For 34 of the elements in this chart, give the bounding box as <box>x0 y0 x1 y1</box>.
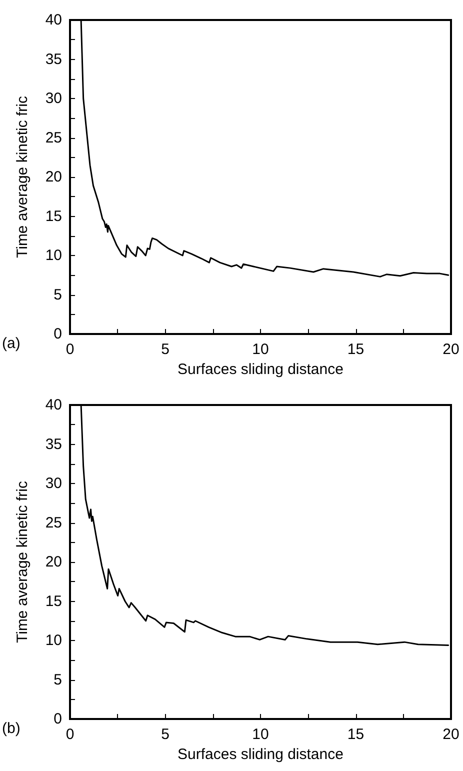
y-tick-label: 0 <box>54 326 62 342</box>
y-tick-label: 25 <box>45 514 62 532</box>
y-tick-label: 25 <box>45 129 62 146</box>
y-axis-title: Time average kinetic fric <box>14 96 31 258</box>
y-tick-label: 10 <box>45 632 62 649</box>
y-tick-label: 20 <box>45 168 62 186</box>
y-tick-label: 30 <box>45 90 62 107</box>
y-tick-label: 20 <box>45 554 62 570</box>
x-tick-label: 20 <box>442 726 460 743</box>
x-tick-label: 10 <box>252 726 269 743</box>
x-tick-label: 0 <box>66 726 74 743</box>
y-tick-label: 15 <box>45 208 62 225</box>
text: (a) <box>2 335 20 352</box>
x-axis-title: Surfaces sliding distance <box>178 360 344 378</box>
text: (b) <box>2 720 20 737</box>
x-axis-title: Surfaces sliding distance <box>178 746 344 763</box>
x-tick-label: 15 <box>347 341 364 358</box>
y-tick-label: 35 <box>45 436 62 453</box>
x-tick-label: 0 <box>66 341 74 358</box>
x-tick-label: 15 <box>347 726 364 743</box>
x-tick-label: 10 <box>252 341 269 358</box>
y-tick-label: 15 <box>45 592 62 610</box>
y-tick-label: 35 <box>45 50 62 68</box>
y-tick-label: 5 <box>54 671 62 688</box>
y-tick-label: 40 <box>45 12 62 28</box>
y-axis-title: Time average kinetic fric <box>14 480 31 643</box>
y-tick-label: 10 <box>45 247 62 264</box>
y-tick-label: 5 <box>54 286 62 304</box>
x-tick-label: 5 <box>161 341 170 358</box>
x-tick-label: 5 <box>161 726 170 743</box>
x-tick-label: 20 <box>442 341 460 358</box>
y-tick-label: 30 <box>45 475 62 492</box>
y-tick-label: 0 <box>54 710 62 728</box>
y-tick-label: 40 <box>45 396 62 414</box>
